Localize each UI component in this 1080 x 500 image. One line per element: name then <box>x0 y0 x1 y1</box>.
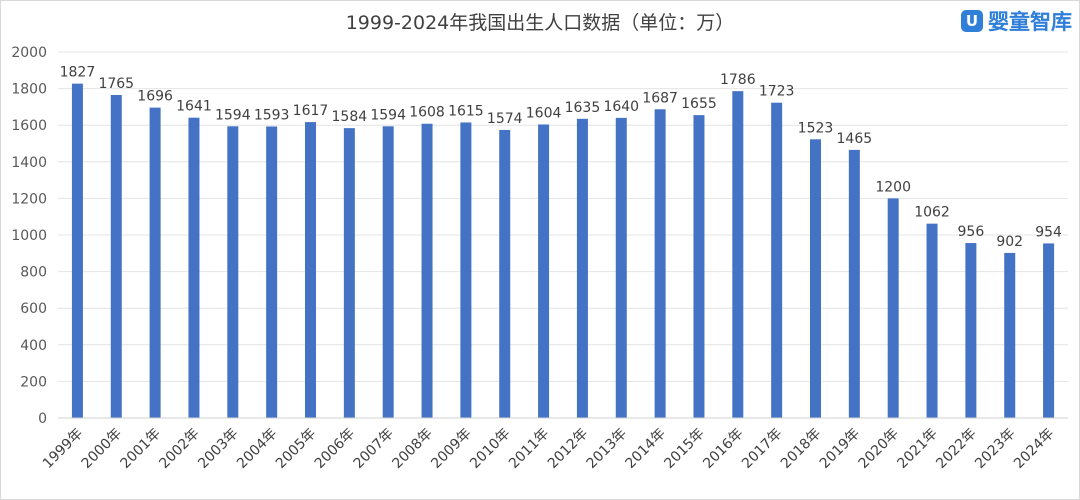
y-tick-label: 1200 <box>11 191 47 207</box>
data-label: 1594 <box>215 107 251 123</box>
data-label: 1615 <box>448 103 484 119</box>
data-label: 1594 <box>370 107 406 123</box>
y-tick-label: 200 <box>20 374 47 390</box>
data-label: 1786 <box>720 72 756 88</box>
bar <box>1004 252 1016 418</box>
bars <box>71 83 1055 419</box>
x-tick-label: 1999年 <box>40 426 86 472</box>
data-label: 1617 <box>293 103 329 119</box>
x-axis: 1999年2000年2001年2002年2003年2004年2005年2006年… <box>40 417 1068 472</box>
bar <box>576 118 588 419</box>
data-label: 954 <box>1035 224 1062 240</box>
data-label: 1608 <box>409 105 445 121</box>
logo-text: 婴童智库 <box>988 10 1072 34</box>
data-label: 902 <box>996 234 1023 250</box>
x-tick-label: 2000年 <box>79 426 125 472</box>
y-tick-label: 1600 <box>11 118 47 134</box>
data-label: 1687 <box>642 90 678 106</box>
y-tick-label: 1000 <box>11 228 47 244</box>
bar <box>654 109 666 419</box>
x-tick-label: 2011年 <box>506 426 552 472</box>
data-label: 1593 <box>254 107 290 123</box>
x-tick-label: 2022年 <box>933 426 979 472</box>
y-tick-label: 600 <box>20 301 47 317</box>
data-label: 1696 <box>137 89 173 105</box>
y-tick-label: 0 <box>38 411 47 427</box>
chart-title: 1999-2024年我国出生人口数据（单位：万） <box>345 12 735 34</box>
data-label: 1635 <box>565 100 601 116</box>
x-tick-label: 2008年 <box>389 426 435 472</box>
data-label: 1465 <box>837 131 873 147</box>
x-tick-label: 2004年 <box>234 426 280 472</box>
bar <box>71 83 83 418</box>
data-label: 1765 <box>98 76 134 92</box>
bar <box>343 128 355 419</box>
x-tick-label: 2012年 <box>545 426 591 472</box>
logo-mark-icon: U <box>961 10 983 32</box>
data-label: 1827 <box>60 65 96 81</box>
x-tick-label: 2023年 <box>972 426 1018 472</box>
x-tick-label: 2018年 <box>778 426 824 472</box>
x-tick-label: 2016年 <box>700 426 746 472</box>
data-label: 1604 <box>526 105 562 121</box>
x-tick-label: 2019年 <box>817 426 863 472</box>
x-tick-label: 2001年 <box>118 426 164 472</box>
data-label: 1523 <box>798 120 834 136</box>
x-tick-label: 2010年 <box>467 426 513 472</box>
bar <box>926 223 938 418</box>
data-label: 1723 <box>759 84 795 100</box>
bar <box>382 126 394 418</box>
x-tick-label: 2006年 <box>312 426 358 472</box>
y-tick-label: 400 <box>20 338 47 354</box>
data-label: 1584 <box>332 109 368 125</box>
x-tick-label: 2021年 <box>894 426 940 472</box>
data-label: 956 <box>958 224 985 240</box>
x-tick-label: 2007年 <box>351 426 397 472</box>
data-label: 1640 <box>603 99 639 115</box>
bar <box>149 107 161 418</box>
y-axis: 0 200 400 600 800 1000 1200 1400 1600 1800 2000 <box>11 45 47 427</box>
bar <box>266 126 278 418</box>
bar <box>421 123 433 419</box>
bar <box>848 149 860 418</box>
bar <box>460 122 472 418</box>
x-tick-label: 2009年 <box>428 426 474 472</box>
data-label: 1062 <box>914 205 950 221</box>
bar <box>110 95 122 418</box>
x-tick-label: 2024年 <box>1011 426 1057 472</box>
x-tick-label: 2014年 <box>623 426 669 472</box>
x-tick-label: 2015年 <box>661 426 707 472</box>
x-tick-label: 2005年 <box>273 426 319 472</box>
y-tick-label: 800 <box>20 265 47 281</box>
x-tick-label: 2003年 <box>195 426 241 472</box>
bar <box>771 102 783 418</box>
bar <box>732 91 744 419</box>
bar <box>810 139 821 418</box>
data-label: 1641 <box>176 99 212 115</box>
bar <box>887 198 899 418</box>
brand-logo: U 婴童智库 <box>961 6 1072 36</box>
bar <box>538 124 550 418</box>
x-tick-label: 2017年 <box>739 426 785 472</box>
x-tick-label: 2013年 <box>584 426 630 472</box>
bar <box>1043 243 1055 418</box>
data-label: 1655 <box>681 96 717 112</box>
bar <box>188 117 200 419</box>
bar <box>305 122 316 419</box>
bar <box>693 115 705 418</box>
y-tick-label: 1800 <box>11 82 47 98</box>
x-tick-label: 2002年 <box>156 426 202 472</box>
y-tick-label: 2000 <box>11 45 47 61</box>
y-tick-label: 1400 <box>11 155 47 171</box>
data-label: 1574 <box>487 111 523 127</box>
x-tick-label: 2020年 <box>856 426 902 472</box>
bar <box>615 117 627 418</box>
bar <box>965 243 977 418</box>
bar <box>227 126 239 418</box>
bar <box>499 129 511 418</box>
data-label: 1200 <box>875 179 911 195</box>
